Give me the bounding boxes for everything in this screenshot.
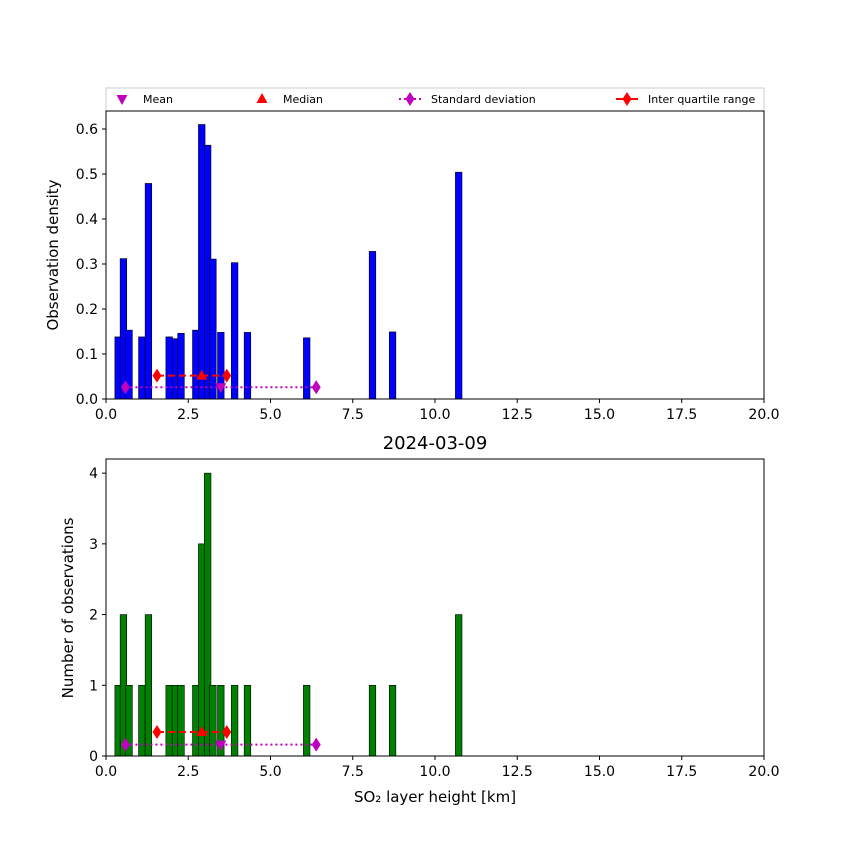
- count-x-tick-label: 2.5: [177, 764, 199, 780]
- density-bar: [303, 337, 311, 400]
- density-y-ticks: 0.0 0.1 0.2 0.3 0.4 0.5 0.6: [76, 122, 106, 408]
- density-bar: [368, 251, 377, 400]
- density-statistics-markers: [120, 368, 321, 395]
- count-y-tick-label: 3: [89, 537, 98, 553]
- count-std-high-marker: [311, 737, 321, 752]
- count-panel-title: 2024-03-09: [383, 433, 488, 454]
- density-x-tick-label: 5.0: [259, 407, 281, 423]
- count-x-tick-label: 0.0: [95, 764, 117, 780]
- count-y-tick-label: 2: [89, 608, 98, 624]
- legend-inter-quartile-range-marker: [622, 92, 632, 106]
- legend-inter-quartile-range-label: Inter quartile range: [648, 93, 755, 106]
- count-bar: [455, 614, 463, 757]
- density-x-tick-label: 15.0: [584, 407, 615, 423]
- count-bars: [114, 472, 463, 757]
- density-x-tick-label: 0.0: [95, 407, 117, 423]
- count-bar: [368, 684, 377, 757]
- density-x-tick-label: 2.5: [177, 407, 199, 423]
- density-y-tick-label: 0.0: [76, 392, 98, 408]
- density-bar: [243, 332, 252, 400]
- density-mean-marker: [215, 383, 227, 394]
- count-bar: [243, 684, 252, 757]
- count-statistics-markers: [120, 724, 321, 752]
- density-median-marker: [196, 369, 208, 380]
- count-y-tick-label: 1: [89, 678, 98, 694]
- count-mean-marker: [215, 740, 227, 751]
- count-bar: [388, 684, 397, 757]
- count-x-tick-label: 7.5: [342, 764, 364, 780]
- density-std-low-marker: [120, 380, 130, 395]
- density-bar: [198, 124, 206, 400]
- legend: Mean Median Standard deviation Inter quarti…: [105, 87, 765, 112]
- legend-median-marker: [256, 93, 268, 103]
- density-y-tick-label: 0.4: [76, 212, 98, 228]
- density-x-tick-label: 12.5: [502, 407, 533, 423]
- density-y-tick-label: 0.2: [76, 302, 98, 318]
- count-x-tick-label: 15.0: [584, 764, 615, 780]
- count-x-ticks: 0.0 2.5 5.0 7.5 10.0 12.5 15.0 17.5 20.0: [95, 756, 780, 780]
- density-x-ticks: 0.0 2.5 5.0 7.5 10.0 12.5 15.0 17.5 20.0: [95, 399, 780, 423]
- count-x-tick-label: 20.0: [748, 764, 779, 780]
- density-bar: [231, 262, 239, 400]
- density-bar: [455, 171, 463, 400]
- count-y-ticks: 0 1 2 3 4: [89, 466, 106, 765]
- count-panel: 2024-03-09 0.0 2.5 5.0 7.5 10.0 12.5 15.0 17.5 2…: [59, 433, 780, 806]
- count-std-low-marker: [120, 737, 130, 752]
- density-iqr-low-marker: [152, 368, 162, 383]
- count-median-marker: [196, 725, 208, 736]
- density-bar: [144, 183, 153, 400]
- density-bar: [209, 258, 217, 400]
- density-bar: [177, 332, 185, 400]
- density-x-tick-label: 17.5: [666, 407, 697, 423]
- density-y-tick-label: 0.1: [76, 347, 98, 363]
- count-x-axis-label: SO₂ layer height [km]: [354, 788, 516, 806]
- density-y-tick-label: 0.6: [76, 122, 98, 138]
- legend-standard-deviation-label: Standard deviation: [431, 93, 536, 106]
- count-bar: [198, 543, 206, 757]
- density-x-tick-label: 10.0: [419, 407, 450, 423]
- density-x-tick-label: 20.0: [748, 407, 779, 423]
- count-x-tick-label: 5.0: [259, 764, 281, 780]
- count-y-tick-label: 4: [89, 466, 98, 482]
- density-y-tick-label: 0.5: [76, 167, 98, 183]
- count-x-tick-label: 17.5: [666, 764, 697, 780]
- legend-items: Mean Median Standard deviation Inter quarti…: [116, 92, 755, 106]
- count-y-tick-label: 0: [89, 749, 98, 765]
- density-x-tick-label: 7.5: [342, 407, 364, 423]
- density-y-axis-label: Observation density: [44, 179, 62, 330]
- legend-mean-label: Mean: [143, 93, 173, 106]
- count-bar: [144, 614, 153, 757]
- count-x-tick-label: 10.0: [419, 764, 450, 780]
- legend-median-label: Median: [283, 93, 323, 106]
- count-iqr-high-marker: [222, 724, 232, 739]
- density-bars: [114, 124, 463, 400]
- legend-standard-deviation-marker: [405, 92, 415, 106]
- density-std-high-marker: [311, 380, 321, 395]
- density-bar: [165, 336, 173, 400]
- count-iqr-low-marker: [152, 724, 162, 739]
- density-bar: [192, 329, 200, 400]
- count-y-axis-label: Number of observations: [59, 517, 77, 698]
- density-panel: 0.0 2.5 5.0 7.5 10.0 12.5 15.0 17.5 20.0 0.00.10…: [44, 110, 780, 423]
- density-bar: [388, 331, 397, 400]
- legend-mean-marker: [116, 95, 128, 105]
- density-bar: [138, 336, 146, 400]
- density-y-tick-label: 0.3: [76, 257, 98, 273]
- density-iqr-high-marker: [222, 368, 232, 383]
- count-x-tick-label: 12.5: [502, 764, 533, 780]
